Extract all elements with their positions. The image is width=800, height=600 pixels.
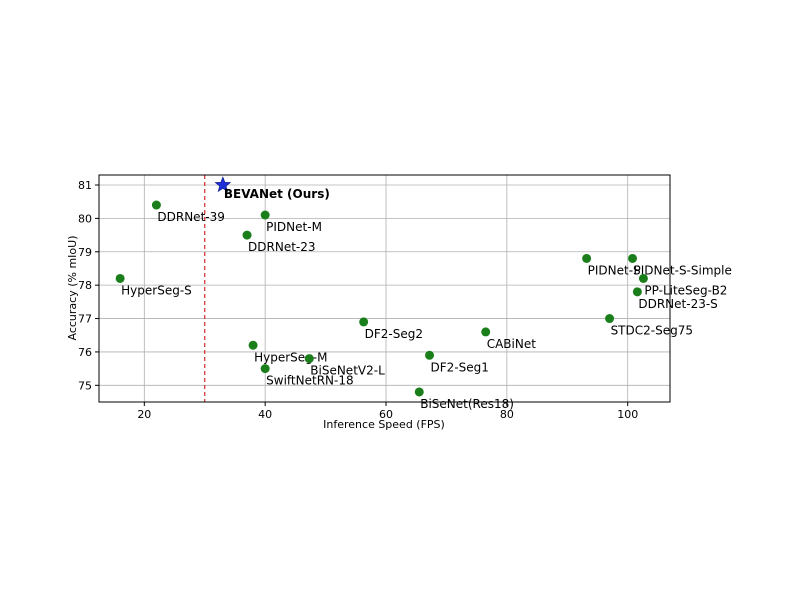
point-layer: BEVANet (Ours)DDRNet-39 PIDNet-M DDRNet-23…	[115, 176, 732, 411]
point-label: DF2-Seg2	[365, 327, 423, 341]
point-label: PIDNet-S-Simple	[634, 263, 732, 277]
data-point	[248, 340, 258, 350]
plot-frame	[98, 174, 671, 403]
y-tick-label: 77	[78, 313, 92, 326]
y-tick-label: 75	[78, 379, 92, 392]
data-point	[582, 253, 592, 263]
y-tick-label: 79	[78, 246, 92, 259]
x-tick-label: 80	[500, 408, 514, 421]
grid-layer	[99, 175, 670, 402]
y-tick-label: 81	[78, 179, 92, 192]
data-point	[638, 273, 648, 283]
point-label: PIDNet-M	[266, 220, 322, 234]
point-label: DDRNet-23	[248, 240, 315, 254]
x-axis-title: Inference Speed (FPS)	[323, 418, 445, 431]
y-axis-title: Accuracy (% mIoU)	[66, 236, 79, 341]
data-point	[242, 230, 252, 240]
data-point	[414, 387, 424, 397]
data-point	[632, 287, 642, 297]
point-label: PIDNet-S	[588, 263, 641, 277]
point-label: BEVANet (Ours)	[224, 187, 330, 201]
x-tick-label: 100	[617, 408, 638, 421]
data-point	[628, 253, 638, 263]
data-point	[260, 210, 270, 220]
y-tick-label: 78	[78, 279, 92, 292]
point-label: STDC2-Seg75	[611, 324, 693, 338]
point-label: PP-LiteSeg-B2	[644, 283, 727, 297]
point-label: CABiNet	[487, 337, 537, 351]
point-label: BiSeNet(Res18)	[420, 397, 514, 411]
point-label: DDRNet-23-S	[638, 297, 717, 311]
point-label: SwiftNetRN-18	[266, 374, 353, 388]
x-tick-label: 20	[137, 408, 151, 421]
point-label: DDRNet-39	[157, 210, 224, 224]
point-label: DF2-Seg1	[431, 360, 489, 374]
data-point	[425, 350, 435, 360]
data-point	[151, 200, 161, 210]
data-point	[481, 327, 491, 337]
data-point	[260, 364, 270, 374]
data-point	[115, 273, 125, 283]
point-label: HyperSeg-S	[121, 283, 192, 297]
point-label: BiSeNetV2-L	[310, 364, 385, 378]
point-label: HyperSeg-M	[254, 350, 327, 364]
highlight-point-star	[214, 176, 232, 193]
data-point	[304, 354, 314, 364]
y-tick-label: 76	[78, 346, 92, 359]
data-point	[359, 317, 369, 327]
x-tick-label: 60	[379, 408, 393, 421]
x-tick-label: 40	[258, 408, 272, 421]
data-point	[605, 314, 615, 324]
tick-layer: 20 40 60 80 100 75 76 77 78 79 80 81	[78, 179, 638, 421]
y-tick-label: 80	[78, 212, 92, 225]
